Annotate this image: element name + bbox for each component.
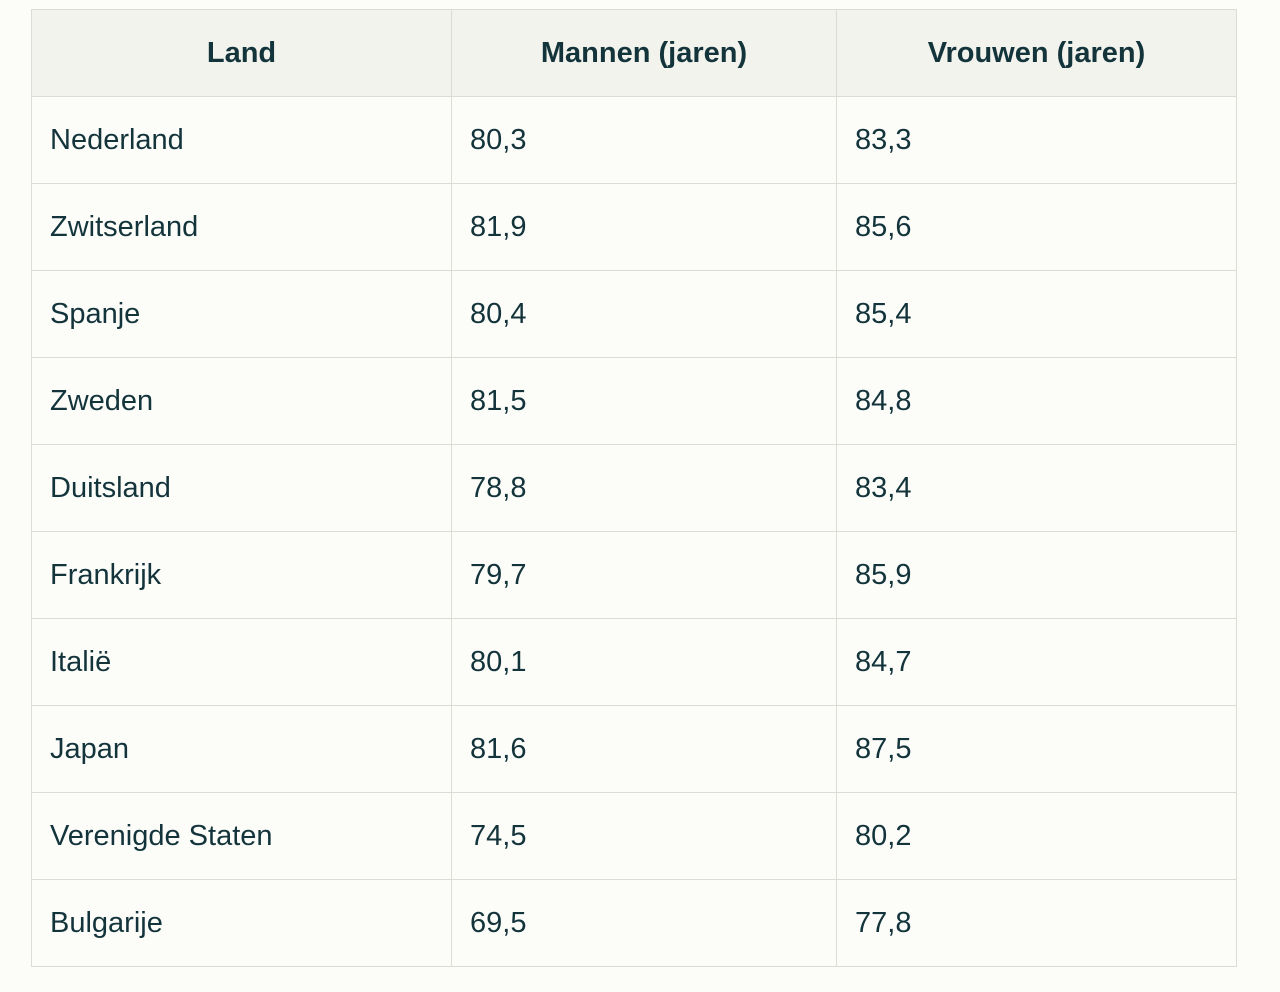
table-row: Zweden 81,5 84,8: [31, 357, 1237, 445]
cell-vrouwen: 84,7: [836, 618, 1237, 706]
cell-mannen: 80,4: [451, 270, 837, 358]
cell-land: Zwitserland: [31, 183, 452, 271]
cell-vrouwen: 85,9: [836, 531, 1237, 619]
cell-land: Verenigde Staten: [31, 792, 452, 880]
cell-mannen: 69,5: [451, 879, 837, 967]
cell-mannen: 80,3: [451, 96, 837, 184]
cell-land: Duitsland: [31, 444, 452, 532]
cell-vrouwen: 85,4: [836, 270, 1237, 358]
life-expectancy-table: Land Mannen (jaren) Vrouwen (jaren) Nede…: [31, 9, 1237, 967]
cell-land: Italië: [31, 618, 452, 706]
table-body: Nederland 80,3 83,3 Zwitserland 81,9 85,…: [31, 96, 1237, 967]
cell-mannen: 79,7: [451, 531, 837, 619]
cell-land: Zweden: [31, 357, 452, 445]
cell-vrouwen: 77,8: [836, 879, 1237, 967]
table-row: Duitsland 78,8 83,4: [31, 444, 1237, 532]
table-row: Spanje 80,4 85,4: [31, 270, 1237, 358]
cell-mannen: 80,1: [451, 618, 837, 706]
table-row: Zwitserland 81,9 85,6: [31, 183, 1237, 271]
cell-mannen: 81,9: [451, 183, 837, 271]
cell-vrouwen: 80,2: [836, 792, 1237, 880]
cell-mannen: 74,5: [451, 792, 837, 880]
column-header-vrouwen: Vrouwen (jaren): [836, 9, 1237, 97]
cell-vrouwen: 83,4: [836, 444, 1237, 532]
cell-mannen: 78,8: [451, 444, 837, 532]
table-row: Frankrijk 79,7 85,9: [31, 531, 1237, 619]
cell-land: Bulgarije: [31, 879, 452, 967]
table-header: Land Mannen (jaren) Vrouwen (jaren): [31, 9, 1237, 97]
cell-vrouwen: 87,5: [836, 705, 1237, 793]
table-row: Japan 81,6 87,5: [31, 705, 1237, 793]
cell-vrouwen: 83,3: [836, 96, 1237, 184]
table-row: Nederland 80,3 83,3: [31, 96, 1237, 184]
cell-land: Japan: [31, 705, 452, 793]
table-row: Verenigde Staten 74,5 80,2: [31, 792, 1237, 880]
column-header-mannen: Mannen (jaren): [451, 9, 837, 97]
table-row: Bulgarije 69,5 77,8: [31, 879, 1237, 967]
cell-vrouwen: 84,8: [836, 357, 1237, 445]
cell-land: Spanje: [31, 270, 452, 358]
life-expectancy-table-container: Land Mannen (jaren) Vrouwen (jaren) Nede…: [31, 9, 1237, 967]
header-row: Land Mannen (jaren) Vrouwen (jaren): [31, 9, 1237, 97]
table-row: Italië 80,1 84,7: [31, 618, 1237, 706]
column-header-land: Land: [31, 9, 452, 97]
cell-mannen: 81,5: [451, 357, 837, 445]
cell-land: Nederland: [31, 96, 452, 184]
cell-mannen: 81,6: [451, 705, 837, 793]
cell-vrouwen: 85,6: [836, 183, 1237, 271]
cell-land: Frankrijk: [31, 531, 452, 619]
